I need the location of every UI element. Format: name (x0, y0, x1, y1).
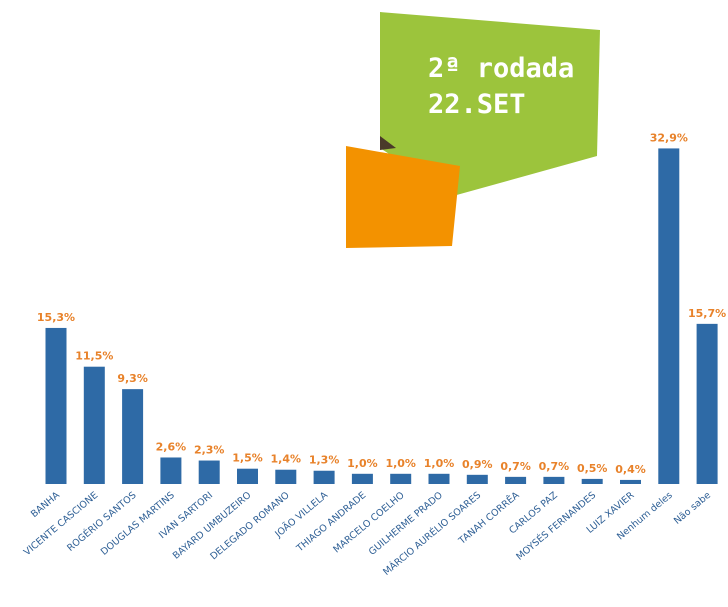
x-tick-label: TANAH CORRÊA (455, 489, 521, 547)
value-label: 15,7% (688, 307, 726, 320)
x-tick-label: MARCELO COELHO (331, 490, 406, 556)
value-label: 1,0% (347, 457, 378, 470)
value-label: 9,3% (117, 372, 148, 385)
value-label: 1,0% (424, 457, 455, 470)
badge-shadow (380, 136, 396, 150)
bar (466, 474, 488, 484)
bar (505, 476, 527, 484)
badge-green (380, 12, 600, 196)
bar (581, 478, 603, 484)
bar (658, 148, 680, 485)
bar (83, 366, 105, 484)
value-label: 15,3% (37, 311, 75, 324)
value-label: 2,3% (194, 444, 225, 457)
x-tick-label: BANHA (29, 490, 62, 520)
x-tick-label: ROGÉRIO SANTOS (65, 489, 139, 554)
bar (198, 460, 220, 484)
bar (696, 323, 718, 484)
value-label: 2,6% (156, 440, 187, 453)
bar (390, 473, 412, 484)
value-label: 1,3% (309, 454, 340, 467)
bar (45, 327, 67, 484)
bar (543, 476, 565, 484)
bar (122, 389, 144, 484)
value-label: 0,7% (539, 460, 570, 473)
value-label: 0,9% (462, 458, 493, 471)
x-tick-label: Não sabe (672, 490, 713, 527)
value-label: 0,5% (577, 462, 608, 475)
badge-orange (346, 146, 460, 248)
value-label: 0,7% (500, 460, 531, 473)
value-label: 32,9% (650, 131, 688, 144)
value-label: 1,4% (271, 453, 302, 466)
value-label: 1,0% (385, 457, 416, 470)
badge-text: 22.SET (428, 89, 526, 120)
bar (275, 469, 297, 484)
value-label: 1,5% (232, 452, 263, 465)
x-tick-label: DOUGLAS MARTINS (99, 490, 177, 558)
bar (620, 479, 641, 484)
bar (160, 457, 182, 484)
badge-text: 2ª rodada (428, 53, 574, 84)
bar (237, 468, 258, 484)
x-tick-label: THIAGO ANDRADE (294, 490, 368, 555)
x-tick-label: VICENTE CASCIONE (22, 490, 100, 558)
value-label: 11,5% (75, 350, 113, 363)
bar (313, 470, 335, 484)
bar (351, 473, 373, 484)
value-label: 0,4% (615, 463, 646, 476)
bar (428, 473, 450, 484)
